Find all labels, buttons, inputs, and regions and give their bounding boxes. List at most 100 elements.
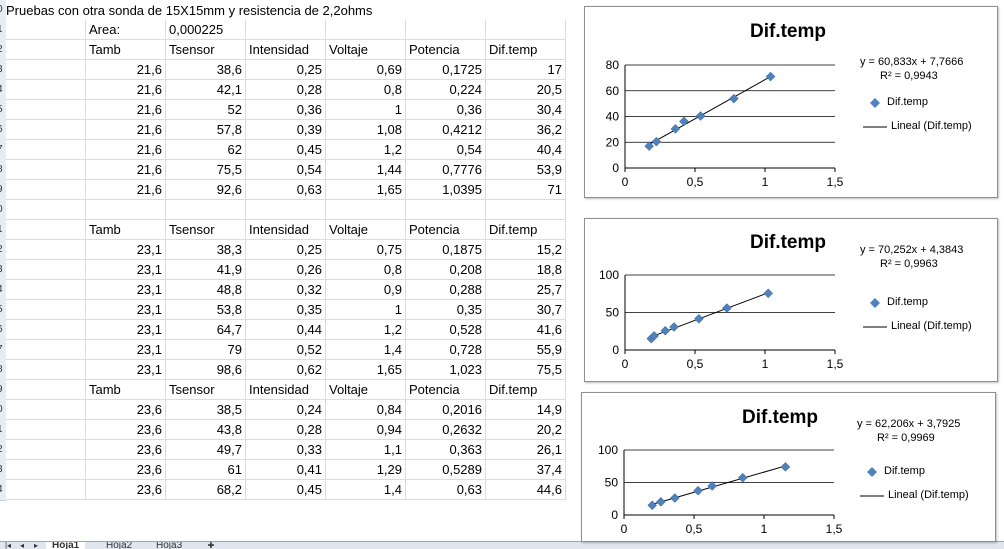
table-cell[interactable]: 0,1875 bbox=[406, 240, 486, 260]
column-header[interactable]: Intensidad bbox=[246, 40, 326, 60]
table-cell[interactable]: 23,1 bbox=[86, 280, 166, 300]
table-cell[interactable]: 25,7 bbox=[486, 280, 566, 300]
area-value[interactable]: 0,000225 bbox=[166, 20, 246, 40]
sheet-tab-hoja2[interactable]: Hoja2 bbox=[106, 542, 133, 549]
table-cell[interactable]: 40,4 bbox=[486, 140, 566, 160]
grid-cell[interactable] bbox=[6, 80, 86, 100]
table-cell[interactable]: 23,1 bbox=[86, 320, 166, 340]
column-header[interactable]: Dif.temp bbox=[486, 380, 566, 400]
table-cell[interactable]: 98,6 bbox=[166, 360, 246, 380]
table-cell[interactable]: 23,6 bbox=[86, 420, 166, 440]
grid-cell[interactable] bbox=[6, 420, 86, 440]
table-cell[interactable]: 42,1 bbox=[166, 80, 246, 100]
column-header[interactable]: Tamb bbox=[86, 40, 166, 60]
column-header[interactable]: Intensidad bbox=[246, 220, 326, 240]
grid-cell[interactable] bbox=[406, 200, 486, 220]
table-cell[interactable]: 1,08 bbox=[326, 120, 406, 140]
table-cell[interactable]: 1,1 bbox=[326, 440, 406, 460]
table-cell[interactable]: 0,45 bbox=[246, 140, 326, 160]
table-cell[interactable]: 53,9 bbox=[486, 160, 566, 180]
scatter-chart-3[interactable]: 0 50 100 0 0,5 1 1,5 Dif.temp y = 62,206x + 3,79… bbox=[581, 392, 996, 542]
table-cell[interactable]: 0,69 bbox=[326, 60, 406, 80]
column-header[interactable]: Potencia bbox=[406, 220, 486, 240]
table-cell[interactable]: 0,75 bbox=[326, 240, 406, 260]
table-cell[interactable]: 23,1 bbox=[86, 340, 166, 360]
table-cell[interactable]: 1,2 bbox=[326, 320, 406, 340]
table-cell[interactable]: 0,41 bbox=[246, 460, 326, 480]
grid-cell[interactable] bbox=[6, 480, 86, 500]
table-cell[interactable]: 21,6 bbox=[86, 180, 166, 200]
table-cell[interactable]: 38,5 bbox=[166, 400, 246, 420]
grid-cell[interactable] bbox=[6, 20, 86, 40]
table-cell[interactable]: 0,33 bbox=[246, 440, 326, 460]
column-header[interactable]: Voltaje bbox=[326, 220, 406, 240]
sheet-tab-hoja3[interactable]: Hoja3 bbox=[156, 542, 183, 549]
grid-cell[interactable] bbox=[6, 120, 86, 140]
table-cell[interactable]: 0,36 bbox=[406, 100, 486, 120]
grid-cell[interactable] bbox=[6, 200, 86, 220]
grid-cell[interactable] bbox=[6, 460, 86, 480]
grid-cell[interactable] bbox=[6, 60, 86, 80]
table-cell[interactable]: 41,9 bbox=[166, 260, 246, 280]
table-cell[interactable]: 55,9 bbox=[486, 340, 566, 360]
table-cell[interactable]: 64,7 bbox=[166, 320, 246, 340]
table-cell[interactable]: 1,44 bbox=[326, 160, 406, 180]
table-cell[interactable]: 0,28 bbox=[246, 420, 326, 440]
column-header[interactable]: Tamb bbox=[86, 220, 166, 240]
column-header[interactable]: Potencia bbox=[406, 380, 486, 400]
column-header[interactable]: Potencia bbox=[406, 40, 486, 60]
table-cell[interactable]: 1,65 bbox=[326, 360, 406, 380]
table-cell[interactable]: 1 bbox=[326, 100, 406, 120]
grid-cell[interactable] bbox=[6, 100, 86, 120]
table-cell[interactable]: 1,2 bbox=[326, 140, 406, 160]
table-cell[interactable]: 0,54 bbox=[406, 140, 486, 160]
column-header[interactable]: Voltaje bbox=[326, 380, 406, 400]
table-cell[interactable]: 0,32 bbox=[246, 280, 326, 300]
table-cell[interactable]: 38,3 bbox=[166, 240, 246, 260]
table-cell[interactable]: 20,5 bbox=[486, 80, 566, 100]
table-cell[interactable]: 0,9 bbox=[326, 280, 406, 300]
column-header[interactable]: Tsensor bbox=[166, 40, 246, 60]
grid-cell[interactable] bbox=[6, 140, 86, 160]
table-cell[interactable]: 68,2 bbox=[166, 480, 246, 500]
table-cell[interactable]: 71 bbox=[486, 180, 566, 200]
column-header[interactable]: Tsensor bbox=[166, 380, 246, 400]
table-cell[interactable]: 0,8 bbox=[326, 80, 406, 100]
table-cell[interactable]: 0,728 bbox=[406, 340, 486, 360]
table-cell[interactable]: 0,44 bbox=[246, 320, 326, 340]
scatter-chart-2[interactable]: 0 50 100 0 0,5 1 1,5 Dif.temp y = 70,252x + 4,38… bbox=[584, 218, 998, 382]
grid-cell[interactable] bbox=[246, 20, 326, 40]
grid-cell[interactable] bbox=[6, 320, 86, 340]
grid-cell[interactable] bbox=[166, 200, 246, 220]
table-cell[interactable]: 0,4212 bbox=[406, 120, 486, 140]
table-cell[interactable]: 1,29 bbox=[326, 460, 406, 480]
table-cell[interactable]: 0,62 bbox=[246, 360, 326, 380]
column-header[interactable]: Tamb bbox=[86, 380, 166, 400]
table-cell[interactable]: 21,6 bbox=[86, 160, 166, 180]
table-cell[interactable]: 75,5 bbox=[166, 160, 246, 180]
table-cell[interactable]: 23,1 bbox=[86, 260, 166, 280]
table-cell[interactable]: 44,6 bbox=[486, 480, 566, 500]
table-cell[interactable]: 0,84 bbox=[326, 400, 406, 420]
table-cell[interactable]: 0,36 bbox=[246, 100, 326, 120]
table-cell[interactable]: 0,28 bbox=[246, 80, 326, 100]
table-cell[interactable]: 41,6 bbox=[486, 320, 566, 340]
grid-cell[interactable] bbox=[326, 200, 406, 220]
table-cell[interactable]: 0,35 bbox=[406, 300, 486, 320]
column-header[interactable]: Intensidad bbox=[246, 380, 326, 400]
table-cell[interactable]: 14,9 bbox=[486, 400, 566, 420]
table-cell[interactable]: 23,6 bbox=[86, 460, 166, 480]
insert-sheet-icon[interactable]: ✚ bbox=[207, 541, 215, 549]
prev-sheet-icon[interactable]: ◂ bbox=[19, 541, 24, 549]
table-cell[interactable]: 21,6 bbox=[86, 140, 166, 160]
first-sheet-icon[interactable]: |◂ bbox=[4, 541, 12, 549]
row-header[interactable]: 4 bbox=[0, 480, 6, 501]
table-cell[interactable]: 75,5 bbox=[486, 360, 566, 380]
table-cell[interactable]: 0,5289 bbox=[406, 460, 486, 480]
table-cell[interactable]: 62 bbox=[166, 140, 246, 160]
grid-cell[interactable] bbox=[6, 280, 86, 300]
table-cell[interactable]: 17 bbox=[486, 60, 566, 80]
table-cell[interactable]: 0,52 bbox=[246, 340, 326, 360]
table-cell[interactable]: 0,528 bbox=[406, 320, 486, 340]
table-cell[interactable]: 1,023 bbox=[406, 360, 486, 380]
